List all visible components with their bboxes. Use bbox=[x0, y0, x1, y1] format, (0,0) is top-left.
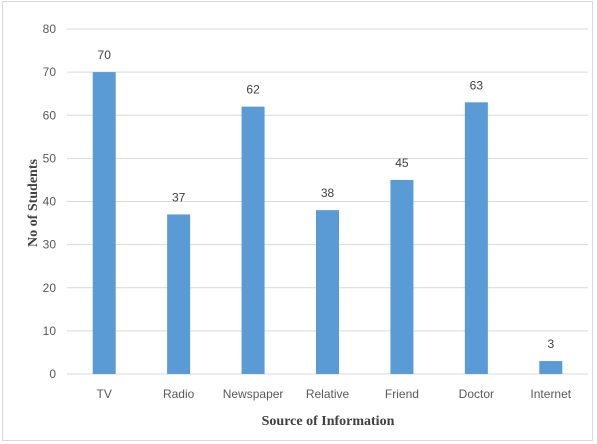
bar-newspaper bbox=[241, 106, 265, 374]
data-label-radio: 37 bbox=[172, 190, 186, 204]
y-tick-label: 10 bbox=[43, 324, 57, 338]
bar-friend bbox=[390, 179, 414, 374]
x-tick-label-newspaper: Newspaper bbox=[223, 387, 284, 401]
data-label-relative: 38 bbox=[321, 186, 335, 200]
data-labels: 70 37 62 38 45 63 3 bbox=[98, 48, 555, 351]
x-axis-ticks: TV Radio Newspaper Relative Friend Doctor Inte… bbox=[97, 387, 572, 401]
gridlines bbox=[67, 28, 588, 375]
x-tick-label-friend: Friend bbox=[385, 387, 419, 401]
y-tick-label: 70 bbox=[43, 65, 57, 79]
bar-tv bbox=[92, 72, 116, 374]
y-tick-label: 80 bbox=[43, 22, 57, 36]
y-axis-title: No of Students bbox=[26, 158, 41, 246]
y-axis-ticks: 0 10 20 30 40 50 60 70 80 bbox=[43, 22, 57, 381]
y-tick-label: 30 bbox=[43, 238, 57, 252]
x-tick-label-internet: Internet bbox=[530, 387, 571, 401]
y-tick-label: 0 bbox=[49, 367, 56, 381]
x-tick-label-relative: Relative bbox=[306, 387, 350, 401]
bar-doctor bbox=[464, 102, 488, 374]
y-tick-label: 20 bbox=[43, 281, 57, 295]
data-label-friend: 45 bbox=[395, 156, 409, 170]
data-label-internet: 3 bbox=[547, 337, 554, 351]
data-label-tv: 70 bbox=[98, 48, 112, 62]
x-axis-title: Source of Information bbox=[262, 414, 395, 429]
data-label-doctor: 63 bbox=[470, 78, 484, 92]
bars bbox=[92, 72, 563, 374]
bar-internet bbox=[539, 361, 563, 374]
y-tick-label: 50 bbox=[43, 151, 57, 165]
x-tick-label-tv: TV bbox=[97, 387, 112, 401]
bar-radio bbox=[167, 214, 191, 374]
x-tick-label-doctor: Doctor bbox=[459, 387, 494, 401]
bar-relative bbox=[316, 210, 339, 374]
y-tick-label: 60 bbox=[43, 108, 57, 122]
data-label-newspaper: 62 bbox=[246, 83, 260, 97]
y-tick-label: 40 bbox=[43, 195, 57, 209]
x-tick-label-radio: Radio bbox=[163, 387, 195, 401]
